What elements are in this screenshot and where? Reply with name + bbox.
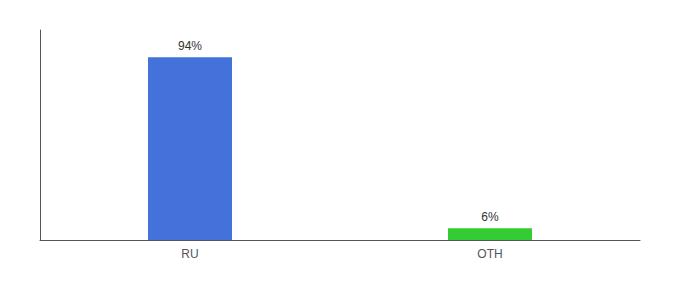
svg-text:94%: 94%	[178, 39, 202, 53]
svg-text:OTH: OTH	[477, 247, 502, 261]
svg-text:RU: RU	[181, 247, 198, 261]
svg-text:6%: 6%	[481, 210, 499, 224]
